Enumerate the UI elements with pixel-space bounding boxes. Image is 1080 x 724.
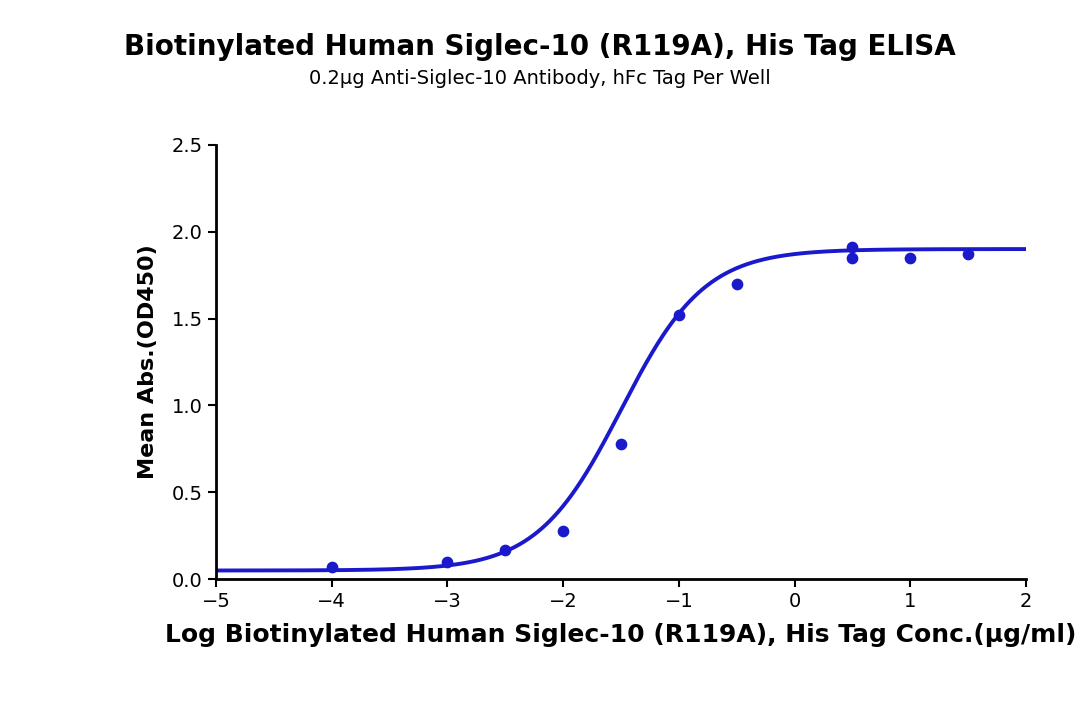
Point [959,248,976,260]
X-axis label: Log Biotinylated Human Siglec-10 (R119A), His Tag Conc.(μg/ml): Log Biotinylated Human Siglec-10 (R119A)… [165,623,1077,647]
Point [323,561,340,573]
Point [843,252,861,264]
Point [843,242,861,253]
Text: 0.2μg Anti-Siglec-10 Antibody, hFc Tag Per Well: 0.2μg Anti-Siglec-10 Antibody, hFc Tag P… [309,69,771,88]
Text: Biotinylated Human Siglec-10 (R119A), His Tag ELISA: Biotinylated Human Siglec-10 (R119A), Hi… [124,33,956,61]
Point [438,556,456,568]
Point [902,252,919,264]
Y-axis label: Mean Abs.(OD450): Mean Abs.(OD450) [138,245,158,479]
Point [612,438,630,450]
Point [554,525,571,536]
Point [728,278,745,290]
Point [671,309,688,321]
Point [497,544,514,555]
